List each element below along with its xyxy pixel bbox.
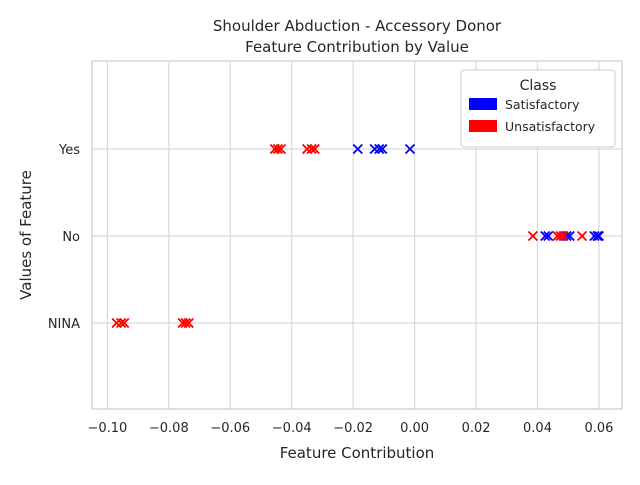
y-tick-label: NINA xyxy=(48,317,80,332)
data-point-satisfactory xyxy=(369,143,380,155)
data-point-satisfactory xyxy=(374,143,385,155)
data-point-satisfactory xyxy=(352,143,363,155)
x-tick-label: 0.02 xyxy=(462,421,491,436)
x-tick-label: 0.04 xyxy=(523,421,552,436)
data-point-unsatisfactory xyxy=(555,230,566,242)
data-point-satisfactory xyxy=(593,230,605,242)
data-point-unsatisfactory xyxy=(309,143,320,155)
data-point-unsatisfactory xyxy=(306,143,317,155)
x-tick-label: −0.02 xyxy=(333,421,373,436)
data-point-satisfactory xyxy=(592,230,603,242)
x-tick-label: 0.00 xyxy=(400,421,429,436)
legend-label-unsatisfactory: Unsatisfactory xyxy=(505,119,596,134)
legend-label-satisfactory: Satisfactory xyxy=(505,97,580,112)
data-point-unsatisfactory xyxy=(301,143,313,155)
data-point-unsatisfactory xyxy=(272,143,284,155)
y-axis-label: Values of Feature xyxy=(17,170,35,300)
data-point-satisfactory xyxy=(540,230,551,242)
data-point-unsatisfactory xyxy=(183,317,194,329)
data-point-unsatisfactory xyxy=(527,230,539,242)
legend-swatch-satisfactory xyxy=(469,98,497,110)
data-point-unsatisfactory xyxy=(119,317,130,329)
y-tick-label: No xyxy=(62,230,80,245)
chart-subtitle: Feature Contribution by Value xyxy=(245,38,469,56)
data-point-unsatisfactory xyxy=(116,317,127,329)
legend-frame xyxy=(460,69,616,148)
x-tick-label: 0.06 xyxy=(584,421,613,436)
data-point-unsatisfactory xyxy=(111,317,122,329)
x-tick-label: −0.10 xyxy=(87,421,127,436)
legend-swatch-unsatisfactory xyxy=(469,120,497,132)
x-tick-label: −0.06 xyxy=(210,421,250,436)
data-markers xyxy=(111,143,605,329)
data-point-satisfactory xyxy=(589,230,600,242)
x-axis-ticks: −0.10 −0.08 −0.06 −0.04 −0.02 0.00 0.02 0.04 0.0… xyxy=(87,421,613,436)
x-axis-label: Feature Contribution xyxy=(280,444,435,462)
legend-title: Class xyxy=(520,78,557,94)
legend: Class Satisfactory Unsatisfactory xyxy=(460,69,616,148)
data-point-satisfactory xyxy=(543,230,554,242)
data-point-satisfactory xyxy=(404,143,416,155)
chart-title: Shoulder Abduction - Accessory Donor xyxy=(213,17,502,35)
data-point-unsatisfactory xyxy=(275,143,287,155)
x-tick-label: −0.08 xyxy=(149,421,189,436)
y-tick-label: Yes xyxy=(58,143,80,158)
data-point-unsatisfactory xyxy=(180,317,191,329)
plot-area-border xyxy=(91,60,623,410)
x-tick-label: −0.04 xyxy=(272,421,312,436)
data-point-unsatisfactory xyxy=(576,230,588,242)
y-axis-ticks: Yes No NINA xyxy=(48,143,80,332)
data-point-unsatisfactory xyxy=(558,230,569,242)
data-point-satisfactory xyxy=(377,143,388,155)
